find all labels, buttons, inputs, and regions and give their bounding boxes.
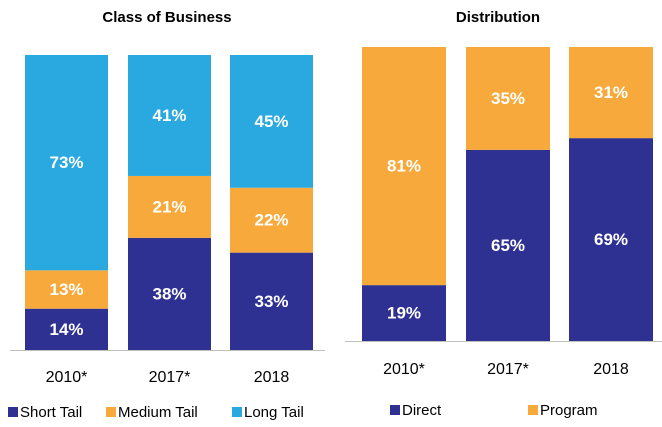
bar-segment (569, 47, 653, 139)
value-label: 41% (152, 106, 186, 125)
value-label: 21% (152, 197, 186, 216)
x-tick-label: 2018 (593, 361, 629, 378)
bar-segment (230, 55, 313, 188)
legend-swatch (106, 407, 116, 417)
legend-label: Long Tail (244, 404, 304, 421)
x-tick-label: 2018 (254, 369, 290, 386)
bar-segment (362, 285, 446, 341)
bar-segment (466, 47, 550, 150)
value-label: 14% (49, 320, 83, 339)
bar-segment (230, 252, 313, 350)
bar-segment (25, 270, 108, 309)
bar-segment (569, 138, 653, 341)
bar-segment (466, 149, 550, 341)
legend-label: Program (540, 402, 598, 419)
value-label: 73% (49, 153, 83, 172)
bar-segment (128, 237, 211, 350)
chart-title: Class of Business (102, 9, 231, 26)
value-label: 19% (387, 304, 421, 323)
value-label: 45% (254, 112, 288, 131)
x-tick-label: 2010* (46, 369, 88, 386)
x-tick-label: 2017* (149, 369, 191, 386)
bar-segment (128, 175, 211, 238)
bar-segment (25, 55, 108, 271)
value-label: 31% (594, 83, 628, 102)
bar-segment (128, 55, 211, 176)
chart-title: Distribution (456, 9, 540, 26)
legend-swatch (232, 407, 242, 417)
value-label: 33% (254, 292, 288, 311)
legend-label: Medium Tail (118, 404, 198, 421)
legend-label: Direct (402, 402, 442, 419)
value-label: 13% (49, 280, 83, 299)
value-label: 35% (491, 89, 525, 108)
bar-segment (362, 47, 446, 286)
value-label: 69% (594, 230, 628, 249)
bar-segment (25, 308, 108, 350)
bar-segment (230, 187, 313, 253)
value-label: 81% (387, 157, 421, 176)
legend-label: Short Tail (20, 404, 82, 421)
x-tick-label: 2017* (487, 361, 529, 378)
value-label: 38% (152, 284, 186, 303)
value-label: 22% (254, 211, 288, 230)
legend-swatch (390, 405, 400, 415)
legend-swatch (8, 407, 18, 417)
x-tick-label: 2010* (383, 361, 425, 378)
legend-swatch (528, 405, 538, 415)
value-label: 65% (491, 236, 525, 255)
